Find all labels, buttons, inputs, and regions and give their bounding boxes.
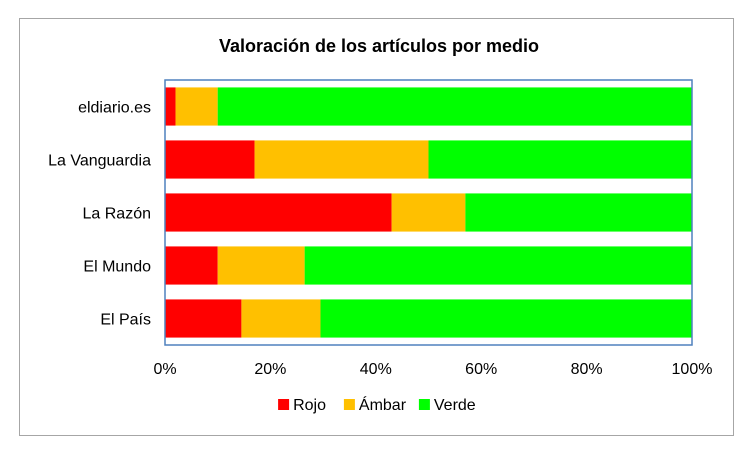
- bar-verde-0: [217, 87, 692, 126]
- bar-verde-3: [304, 246, 692, 285]
- x-tick-label: 20%: [254, 361, 286, 378]
- category-label: eldiario.es: [78, 100, 151, 117]
- category-label: El Mundo: [83, 259, 151, 276]
- bar-ámbar-3: [217, 246, 305, 285]
- legend-swatch-verde: [418, 399, 430, 410]
- bar-ámbar-2: [391, 193, 466, 232]
- legend-label-ámbar: Ámbar: [359, 395, 407, 414]
- value-axis: 0% 20% 40% 60% 80% 100%: [153, 361, 712, 378]
- x-tick-label: 40%: [360, 361, 392, 378]
- x-tick-label: 60%: [465, 361, 497, 378]
- bar-ámbar-0: [175, 87, 218, 126]
- plot-area: [164, 79, 693, 346]
- legend-swatch-rojo: [278, 399, 290, 410]
- plot-border: [164, 79, 693, 346]
- bar-rojo-3: [165, 246, 218, 285]
- x-tick-label: 80%: [571, 361, 603, 378]
- bar-rojo-4: [165, 299, 242, 338]
- bar-rojo-2: [165, 193, 392, 232]
- category-label: La Vanguardia: [48, 153, 151, 170]
- bar-ámbar-1: [254, 140, 429, 179]
- category-label: La Razón: [83, 206, 152, 223]
- bar-verde-1: [428, 140, 692, 179]
- bar-rojo-0: [165, 87, 176, 126]
- category-axis: eldiario.es La Vanguardia La Razón El Mundo…: [48, 100, 151, 329]
- bar-verde-2: [465, 193, 692, 232]
- bar-ámbar-4: [241, 299, 321, 338]
- bar-rojo-1: [165, 140, 255, 179]
- legend-swatch-ámbar: [343, 399, 355, 410]
- x-tick-label: 100%: [672, 361, 713, 378]
- legend-label-rojo: Rojo: [293, 397, 326, 414]
- legend: Rojo Ámbar Verde: [278, 395, 476, 414]
- category-label: El País: [100, 312, 151, 329]
- legend-label-verde: Verde: [434, 397, 476, 414]
- bar-verde-4: [320, 299, 692, 338]
- chart-title: Valoración de los artículos por medio: [219, 36, 539, 56]
- x-tick-label: 0%: [153, 361, 176, 378]
